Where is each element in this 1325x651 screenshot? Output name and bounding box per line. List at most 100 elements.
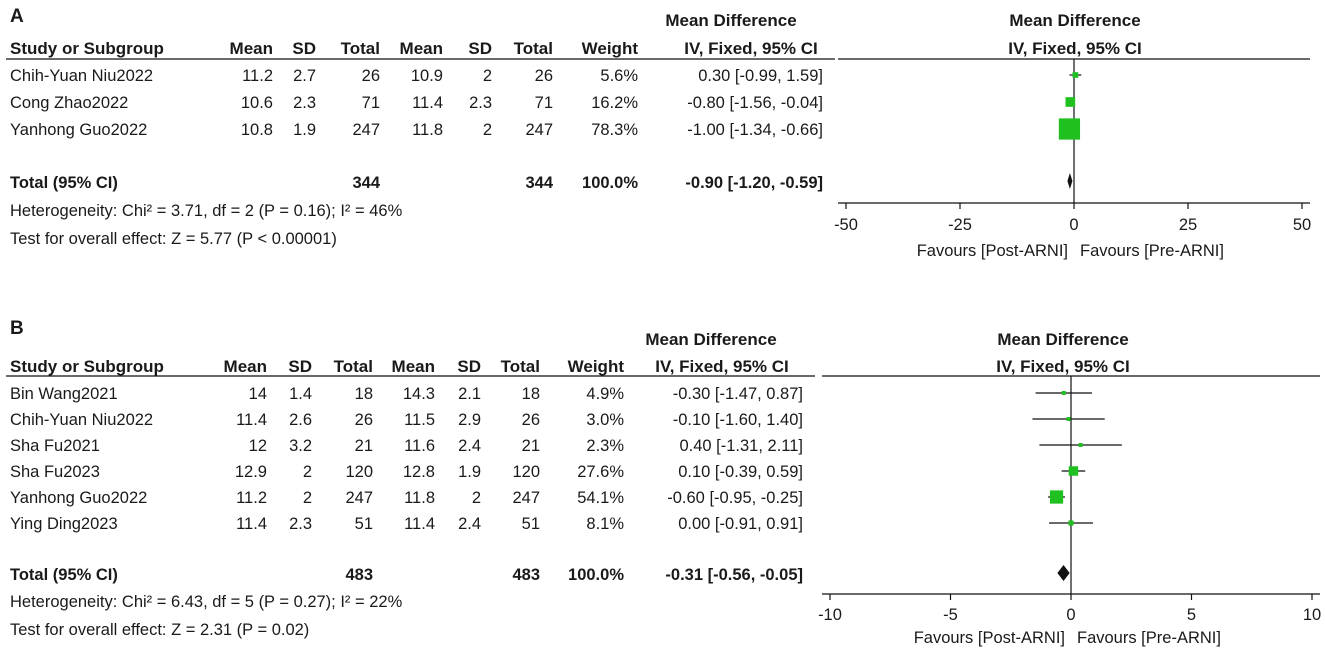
favours-left-label: Favours [Post-ARNI]: [914, 629, 1065, 647]
favours-right-label: Favours [Pre-ARNI]: [1080, 242, 1224, 260]
post-total-sum: 344: [352, 174, 380, 192]
table-row: Chih-Yuan Niu2022 11.4 2.6 26 11.5 2.9 26 3.0% -…: [10, 411, 803, 429]
post-total-sum: 483: [345, 566, 373, 584]
post-total-value: 247: [352, 121, 380, 139]
weight-value: 8.1%: [586, 515, 624, 533]
table-row: Chih-Yuan Niu2022 11.2 2.7 26 10.9 2 26 5.6% 0.3…: [10, 67, 823, 85]
pre-mean-value: 14.3: [403, 385, 435, 403]
post-mean-value: 11.2: [236, 489, 267, 507]
weight-value: 3.0%: [586, 411, 624, 429]
x-axis-tick-label: 5: [1187, 606, 1196, 624]
ci-value: -1.00 [-1.34, -0.66]: [687, 121, 823, 139]
post-sd-value: 2.7: [293, 67, 316, 85]
study-name: Chih-Yuan Niu2022: [10, 411, 153, 429]
post-mean-value: 11.2: [242, 67, 273, 85]
pre-total-value: 21: [522, 437, 540, 455]
panel-label: A: [10, 6, 24, 27]
study-effect-marker: [1049, 490, 1064, 504]
post-total-value: 71: [362, 94, 380, 112]
post-mean-value: 11.4: [236, 515, 267, 533]
overall-effect-text: Test for overall effect: Z = 2.31 (P = 0…: [10, 621, 309, 639]
x-axis-tick-label: 25: [1179, 216, 1197, 234]
weight-value: 78.3%: [591, 121, 638, 139]
post-sd-header: SD: [292, 39, 316, 58]
study-effect-marker: [1068, 466, 1079, 476]
weight-header: Weight: [582, 39, 639, 58]
table-row: Yanhong Guo2022 11.2 2 247 11.8 2 247 54.1% -0.6…: [10, 489, 803, 507]
weight-value: 27.6%: [577, 463, 624, 481]
total-label: Total (95% CI): [10, 566, 118, 584]
ci-value: 0.10 [-0.39, 0.59]: [678, 463, 803, 481]
post-sd-value: 1.9: [293, 121, 316, 139]
post-mean-value: 12.9: [235, 463, 267, 481]
x-axis-tick-label: 50: [1293, 216, 1311, 234]
study-effect-marker: [1058, 118, 1081, 140]
table-method-header: IV, Fixed, 95% CI: [684, 39, 818, 58]
x-axis-tick-label: -10: [818, 606, 842, 624]
post-total-value: 18: [355, 385, 373, 403]
table-method-header: IV, Fixed, 95% CI: [655, 357, 789, 376]
pre-mean-value: 10.9: [411, 67, 443, 85]
pre-sd-value: 2.4: [458, 437, 481, 455]
table-row: Yanhong Guo2022 10.8 1.9 247 11.8 2 247 78.3% -1…: [10, 121, 823, 139]
pre-sd-header: SD: [457, 357, 481, 376]
plot-method-header: IV, Fixed, 95% CI: [996, 357, 1130, 376]
table-row: Cong Zhao2022 10.6 2.3 71 11.4 2.3 71 16.2% -0.8…: [10, 94, 823, 112]
post-total-header: Total: [334, 357, 373, 376]
weight-value: 4.9%: [586, 385, 624, 403]
weight-value: 54.1%: [577, 489, 624, 507]
pooled-effect-diamond: [1057, 565, 1070, 581]
study-effect-marker: [1078, 443, 1083, 447]
pre-mean-value: 11.4: [412, 94, 443, 112]
study-name: Chih-Yuan Niu2022: [10, 67, 153, 85]
pre-mean-value: 12.8: [403, 463, 435, 481]
favours-right-label: Favours [Pre-ARNI]: [1077, 629, 1221, 647]
pre-total-value: 247: [512, 489, 540, 507]
post-total-value: 21: [355, 437, 373, 455]
study-effect-marker: [1072, 72, 1079, 78]
study-effect-marker: [1061, 391, 1066, 395]
pre-total-sum: 483: [512, 566, 540, 584]
x-axis-tick-label: -5: [943, 606, 958, 624]
post-mean-value: 10.6: [241, 94, 273, 112]
study-effect-marker: [1066, 417, 1071, 421]
pre-total-sum: 344: [525, 174, 553, 192]
post-total-value: 247: [345, 489, 373, 507]
post-total-value: 120: [345, 463, 373, 481]
table-row: Sha Fu2023 12.9 2 120 12.8 1.9 120 27.6% 0.10 [-…: [10, 463, 803, 481]
pre-mean-value: 11.6: [404, 437, 435, 455]
pre-total-value: 120: [512, 463, 540, 481]
pre-sd-value: 2: [483, 67, 492, 85]
forest-panel-a: A Mean Difference Mean Difference IV, Fixed…: [6, 6, 1311, 260]
table-row: Sha Fu2021 12 3.2 21 11.6 2.4 21 2.3% 0.40 [-1.3…: [10, 437, 803, 455]
x-axis-tick-label: 10: [1303, 606, 1321, 624]
total-label: Total (95% CI): [10, 174, 118, 192]
study-name: Ying Ding2023: [10, 515, 118, 533]
post-sd-value: 2.3: [293, 94, 316, 112]
total-row: Total (95% CI) 344 344 100.0% -0.90 [-1.20, …: [10, 174, 823, 192]
post-mean-value: 12: [249, 437, 267, 455]
ci-value: 0.00 [-0.91, 0.91]: [678, 515, 803, 533]
plot-md-header: Mean Difference: [997, 330, 1128, 349]
x-axis-tick-label: 0: [1066, 606, 1075, 624]
pre-sd-value: 1.9: [458, 463, 481, 481]
plot-md-header: Mean Difference: [1009, 11, 1140, 30]
pre-total-value: 51: [522, 515, 540, 533]
total-ci-value: -0.31 [-0.56, -0.05]: [665, 566, 803, 584]
ci-value: 0.30 [-0.99, 1.59]: [698, 67, 823, 85]
ci-value: -0.60 [-0.95, -0.25]: [667, 489, 803, 507]
pre-sd-value: 2.9: [458, 411, 481, 429]
study-name: Sha Fu2021: [10, 437, 100, 455]
x-axis-tick-label: 0: [1069, 216, 1078, 234]
pre-mean-header: Mean: [392, 357, 435, 376]
post-sd-value: 1.4: [289, 385, 312, 403]
table-row: Ying Ding2023 11.4 2.3 51 11.4 2.4 51 8.1% 0.00 …: [10, 515, 803, 533]
post-mean-value: 14: [249, 385, 267, 403]
post-total-header: Total: [341, 39, 380, 58]
pre-sd-value: 2.4: [458, 515, 481, 533]
post-sd-value: 2: [303, 463, 312, 481]
pre-mean-header: Mean: [400, 39, 443, 58]
pre-total-value: 26: [535, 67, 553, 85]
x-axis-tick-label: -50: [834, 216, 858, 234]
